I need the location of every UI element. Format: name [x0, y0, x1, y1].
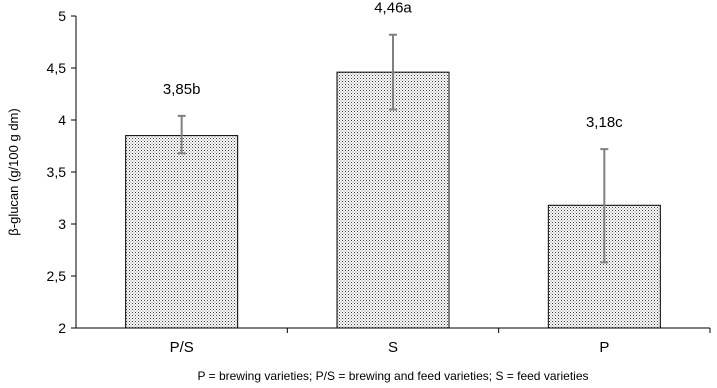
y-tick-label: 2,5 — [47, 268, 67, 284]
data-label: 3,18c — [586, 114, 623, 131]
bar-s — [336, 71, 450, 329]
data-label: 4,46a — [374, 0, 412, 17]
y-tick-label: 4,5 — [47, 60, 67, 76]
y-axis-ticks: 2 2,5 3 3,5 4 4,5 5 — [47, 8, 76, 336]
y-tick-label: 3,5 — [47, 164, 67, 180]
y-tick-label: 4 — [58, 112, 66, 128]
y-tick-label: 3 — [58, 216, 66, 232]
y-axis-title: β-glucan (g/100 g dm) — [6, 108, 21, 235]
bar-p-s — [125, 135, 239, 329]
x-tick-label: S — [388, 339, 398, 356]
y-tick-label: 2 — [58, 320, 66, 336]
error-bar — [600, 148, 609, 264]
x-tick-label: P/S — [170, 339, 194, 356]
error-bars-group — [177, 33, 609, 264]
y-tick-label: 5 — [58, 8, 66, 24]
error-bar — [177, 114, 186, 155]
bars-group — [125, 71, 661, 329]
error-bar — [389, 33, 397, 111]
chart-footnote: P = brewing varieties; P/S = brewing and… — [198, 369, 589, 383]
data-label: 3,85b — [163, 81, 201, 98]
data-labels-group: 3,85b 4,46a 3,18c — [163, 0, 623, 131]
category-labels-group: P/S S P — [170, 328, 711, 356]
x-tick-label: P — [599, 339, 609, 356]
